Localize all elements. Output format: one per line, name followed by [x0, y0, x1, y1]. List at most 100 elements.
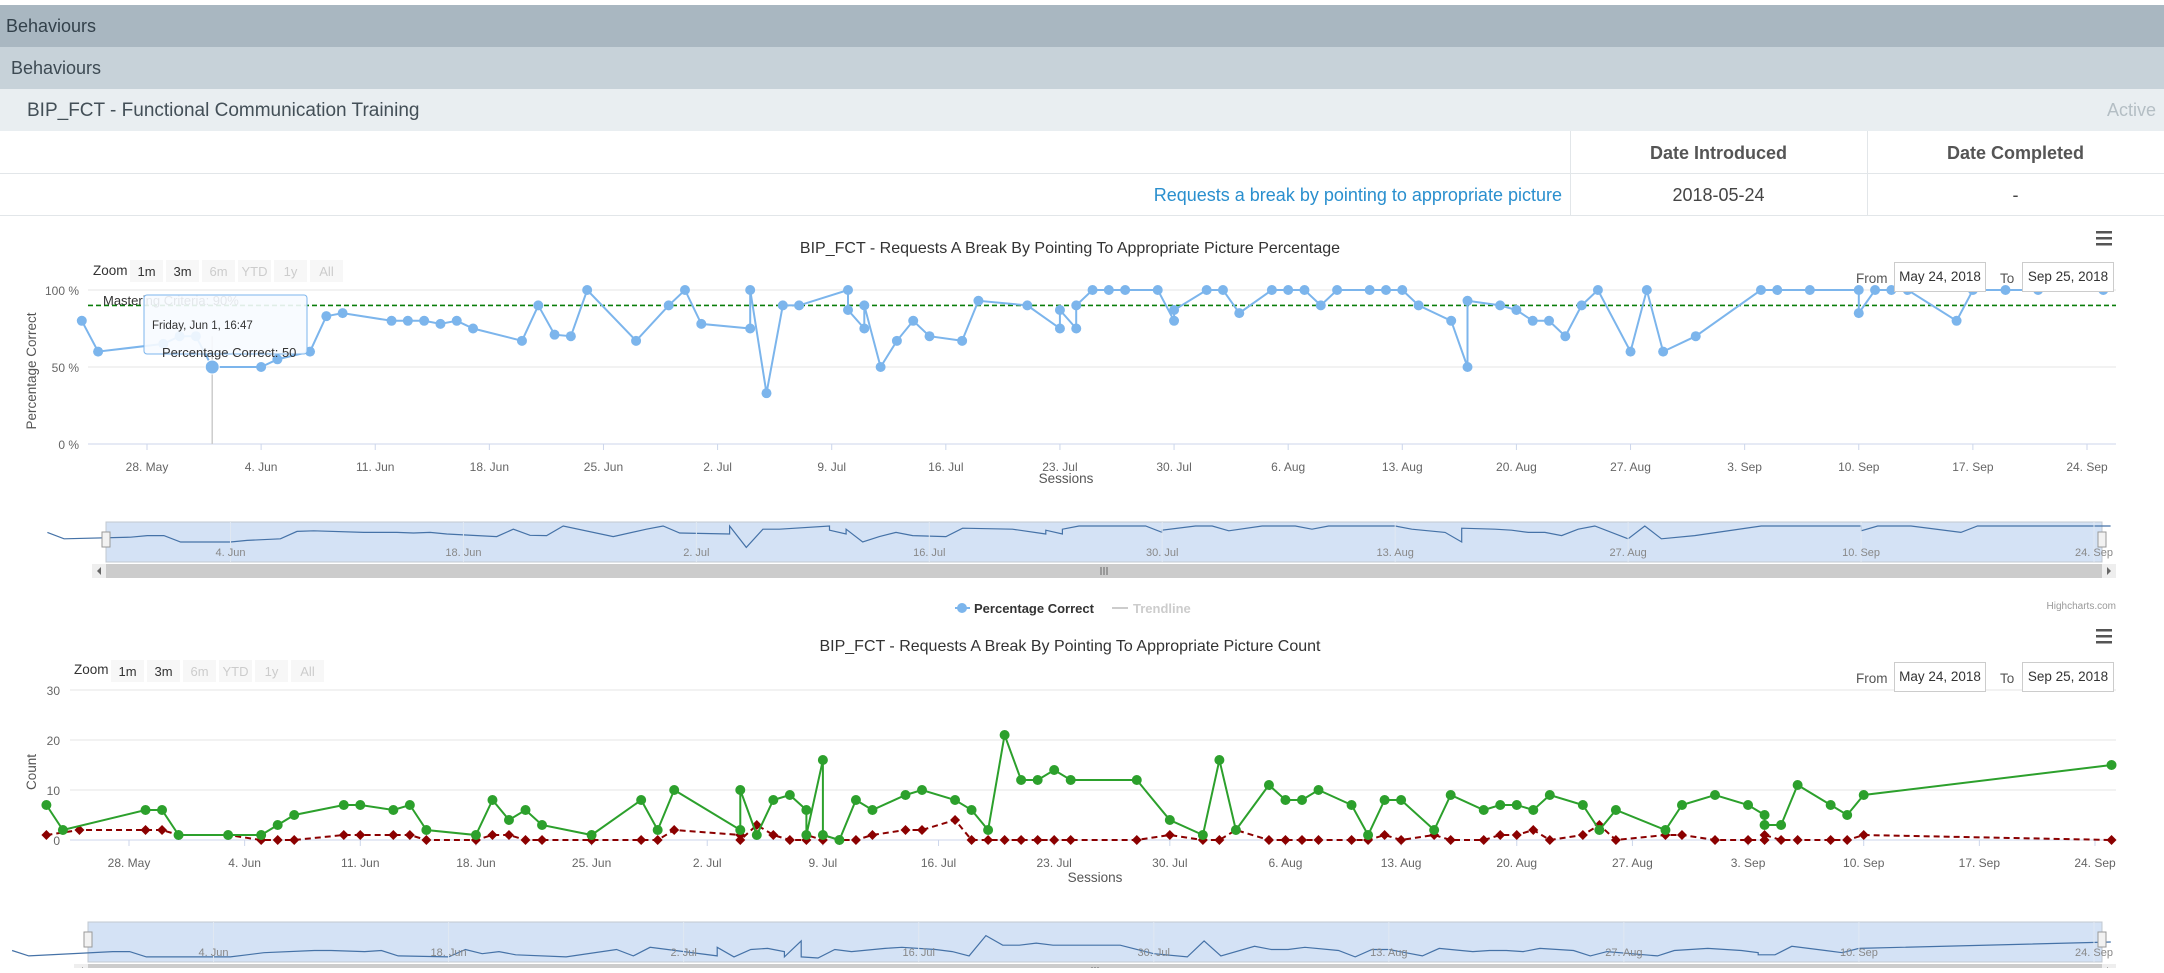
- data-point-green[interactable]: [1544, 790, 1555, 800]
- data-point[interactable]: [1690, 331, 1701, 342]
- data-point-red[interactable]: [1032, 835, 1043, 845]
- data-point-red[interactable]: [520, 835, 531, 845]
- zoom-button-3m[interactable]: 3m: [166, 260, 199, 282]
- data-point[interactable]: [973, 295, 984, 306]
- data-point[interactable]: [1544, 315, 1555, 326]
- data-point-red[interactable]: [1511, 830, 1522, 840]
- data-point-green[interactable]: [1429, 825, 1440, 835]
- data-point[interactable]: [843, 305, 854, 316]
- data-point[interactable]: [1804, 285, 1815, 295]
- data-point-green[interactable]: [1032, 775, 1043, 785]
- legend-percentage-correct[interactable]: Percentage Correct: [974, 601, 1095, 616]
- data-point-red[interactable]: [1776, 835, 1787, 845]
- data-point[interactable]: [1169, 305, 1180, 316]
- zoom-button-1y[interactable]: 1y: [274, 260, 307, 282]
- data-point[interactable]: [1234, 308, 1245, 319]
- data-point-green[interactable]: [586, 830, 597, 840]
- data-point[interactable]: [1462, 362, 1473, 372]
- data-point-green[interactable]: [1230, 825, 1241, 835]
- data-point-red[interactable]: [503, 830, 514, 840]
- data-point-red[interactable]: [537, 835, 548, 845]
- data-point-green[interactable]: [1610, 805, 1621, 815]
- data-point-green[interactable]: [768, 795, 779, 805]
- section-header[interactable]: Behaviours: [0, 5, 2164, 48]
- data-point-green[interactable]: [421, 825, 432, 835]
- data-point-green[interactable]: [1296, 795, 1307, 805]
- data-point[interactable]: [1495, 300, 1506, 311]
- data-point-green[interactable]: [1759, 820, 1770, 830]
- data-point[interactable]: [1527, 315, 1538, 326]
- data-point-green[interactable]: [2106, 760, 2117, 770]
- data-point[interactable]: [1169, 315, 1180, 326]
- data-point-green[interactable]: [140, 805, 151, 815]
- data-point-green[interactable]: [1842, 810, 1853, 820]
- data-point-green[interactable]: [817, 830, 828, 840]
- data-point-red[interactable]: [966, 835, 977, 845]
- data-point-red[interactable]: [1528, 825, 1539, 835]
- from-date-input[interactable]: May 24, 2018: [1894, 662, 1986, 692]
- data-point-red[interactable]: [1131, 835, 1142, 845]
- data-point[interactable]: [321, 311, 332, 322]
- legend[interactable]: Percentage Correct Trendline: [955, 601, 1191, 616]
- data-point-green[interactable]: [537, 820, 548, 830]
- data-point[interactable]: [1592, 285, 1603, 295]
- credits[interactable]: Highcharts.com: [2047, 601, 2116, 612]
- data-point-red[interactable]: [1610, 835, 1621, 845]
- data-point-red[interactable]: [1016, 835, 1027, 845]
- data-point[interactable]: [451, 315, 462, 326]
- data-point-green[interactable]: [1016, 775, 1027, 785]
- data-point[interactable]: [1299, 285, 1310, 295]
- data-point-green[interactable]: [404, 800, 415, 810]
- data-point[interactable]: [1755, 285, 1766, 295]
- zoom-button-ytd[interactable]: YTD: [238, 260, 271, 282]
- data-point[interactable]: [1071, 300, 1082, 311]
- data-point[interactable]: [549, 329, 560, 340]
- zoom-button-3m[interactable]: 3m: [147, 660, 180, 682]
- data-point-green[interactable]: [1495, 800, 1506, 810]
- data-point-green[interactable]: [1131, 775, 1142, 785]
- target-link[interactable]: Requests a break by pointing to appropri…: [1153, 185, 1562, 205]
- data-point-red[interactable]: [272, 835, 283, 845]
- data-point[interactable]: [1772, 285, 1783, 295]
- data-point-red[interactable]: [388, 830, 399, 840]
- zoom-button-6m[interactable]: 6m: [183, 660, 216, 682]
- data-point-red[interactable]: [950, 815, 961, 825]
- data-point[interactable]: [1380, 285, 1391, 295]
- data-point-red[interactable]: [1263, 835, 1274, 845]
- data-point-green[interactable]: [1743, 800, 1754, 810]
- data-point-red[interactable]: [355, 830, 366, 840]
- data-point-red[interactable]: [1379, 830, 1390, 840]
- data-point-green[interactable]: [355, 800, 366, 810]
- data-point-green[interactable]: [652, 825, 663, 835]
- data-point[interactable]: [386, 315, 397, 326]
- data-point[interactable]: [1266, 285, 1277, 295]
- data-point[interactable]: [1364, 285, 1375, 295]
- hamburger-menu-icon[interactable]: [2092, 626, 2114, 646]
- data-point-green[interactable]: [1594, 825, 1605, 835]
- data-point-green[interactable]: [1792, 780, 1803, 790]
- data-point-green[interactable]: [1676, 800, 1687, 810]
- data-point[interactable]: [1054, 323, 1065, 334]
- data-point-red[interactable]: [669, 825, 680, 835]
- data-point-red[interactable]: [636, 835, 647, 845]
- data-point[interactable]: [1641, 285, 1652, 295]
- data-point-red[interactable]: [1445, 835, 1456, 845]
- zoom-button-all[interactable]: All: [291, 660, 324, 682]
- data-point-red[interactable]: [41, 830, 52, 840]
- data-point[interactable]: [761, 388, 772, 399]
- data-point-green[interactable]: [487, 795, 498, 805]
- data-point[interactable]: [1853, 308, 1864, 319]
- navigator-handle-right[interactable]: [2097, 531, 2107, 548]
- data-point-green[interactable]: [272, 820, 283, 830]
- data-point[interactable]: [859, 300, 870, 311]
- data-point[interactable]: [2000, 285, 2011, 295]
- data-point-red[interactable]: [1049, 835, 1060, 845]
- data-point-green[interactable]: [834, 835, 845, 845]
- navigator-selection[interactable]: [105, 521, 2103, 563]
- data-point-green[interactable]: [503, 815, 514, 825]
- navigator-handle-left[interactable]: [101, 531, 111, 548]
- data-point[interactable]: [794, 300, 805, 311]
- data-point-red[interactable]: [1214, 835, 1225, 845]
- data-point[interactable]: [1658, 346, 1669, 357]
- data-point-red[interactable]: [867, 830, 878, 840]
